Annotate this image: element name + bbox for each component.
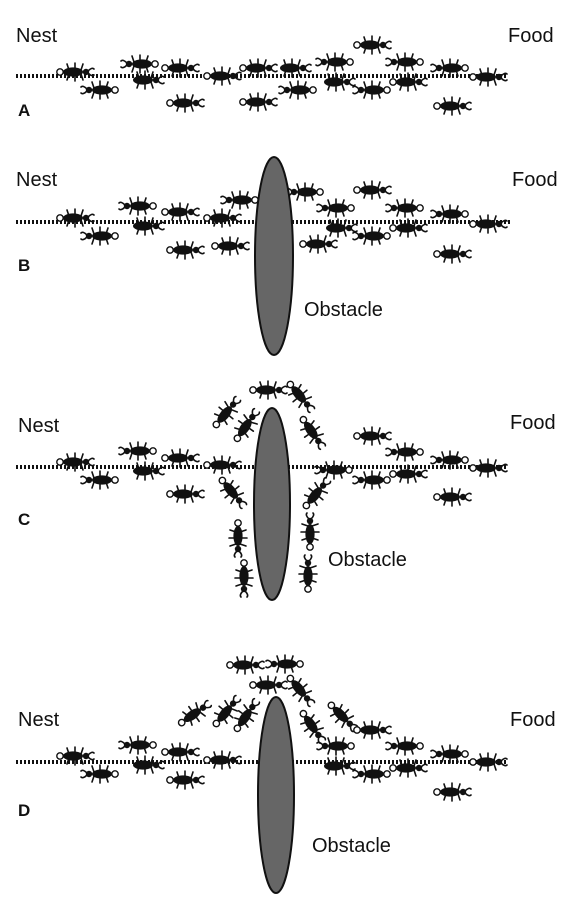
ant-icon [281,376,319,416]
ant-icon [294,706,330,747]
ant-icon [162,449,199,467]
ant-icon [281,670,319,710]
panel-letter: B [18,256,30,275]
ant-icon [434,488,471,506]
ant-icon [470,753,507,771]
obstacle-label: Obstacle [312,835,391,857]
ant-icon [204,209,241,227]
ant-icon [235,560,253,597]
ant-icon [81,227,118,245]
ant-icon [132,70,165,90]
ant-icon [354,427,391,445]
ant-icon [81,765,118,783]
ant-icon [213,472,251,512]
panel-letter: C [18,510,30,529]
ant-icon [386,53,423,71]
ant-icon [354,721,391,739]
ant-icon [353,765,390,783]
nest-label: Nest [18,709,60,731]
ant-icon [434,783,471,801]
ant-icon [204,67,241,85]
ant-icon [279,81,316,99]
ant-icon [386,737,423,755]
ant-icon [386,443,423,461]
ant-icon [81,81,118,99]
food-label: Food [508,25,554,47]
ant-icon [119,736,156,754]
ant-icon [297,474,335,514]
panel-letter: D [18,801,30,820]
ant-icon [167,94,204,112]
ant-icon [250,381,287,399]
ant-icon [315,461,352,479]
nest-label: Nest [16,169,58,191]
panel-b: Nest Food B Obstacle [16,156,558,356]
ant-icon [204,456,241,474]
ant-icon [354,181,391,199]
obstacle-label: Obstacle [304,299,383,321]
ant-icon [229,520,247,557]
ant-icon [299,555,317,592]
ant-icon [132,216,165,236]
ant-icon [167,241,204,259]
nest-label: Nest [18,415,60,437]
ant-icon [250,676,287,694]
ant-icon [207,393,245,433]
ant-icon [227,656,264,674]
ant-icon [434,97,471,115]
ant-icon [279,58,312,78]
obstacle-label: Obstacle [328,549,407,571]
ant-icon [470,459,507,477]
food-label: Food [510,709,556,731]
ant-icon [167,485,204,503]
ant-icon [132,461,165,481]
panel-a: Nest Food A [16,25,554,120]
ant-icon [174,696,215,732]
panel-c: Nest Food C [16,376,556,601]
obstacle [253,407,291,601]
ant-icon [167,771,204,789]
ant-icon [316,53,353,71]
ant-icon [81,471,118,489]
ant-icon [317,737,354,755]
obstacle [257,696,295,894]
ant-icon [353,227,390,245]
ant-icon [353,471,390,489]
ant-icon [300,235,337,253]
ant-icon [57,63,94,81]
ant-icon [162,743,199,761]
ant-icon [323,72,356,92]
obstacle [254,156,294,356]
ant-icon [294,412,330,453]
ant-icon [354,36,391,54]
ant-icon [286,183,323,201]
ant-icon [240,93,277,111]
ant-icon [162,203,199,221]
ant-icon [470,68,507,86]
ant-icon [119,197,156,215]
ant-icon [221,191,258,209]
ant-icon [132,755,165,775]
panel-letter: A [18,101,30,120]
ant-icon [119,442,156,460]
food-label: Food [510,412,556,434]
ant-icon [212,237,249,255]
ant-icon [353,81,390,99]
ant-icon [204,751,241,769]
food-label: Food [512,169,558,191]
ant-icon [317,199,354,217]
ant-icon [323,756,356,776]
ant-icon [386,199,423,217]
ant-icon [470,215,507,233]
nest-label: Nest [16,25,58,47]
panel-d: Nest Food D [16,655,556,894]
ant-icon [301,513,319,550]
ant-icon [57,209,94,227]
ant-icon [266,655,303,673]
ant-icon [434,245,471,263]
ant-icon [121,55,158,73]
